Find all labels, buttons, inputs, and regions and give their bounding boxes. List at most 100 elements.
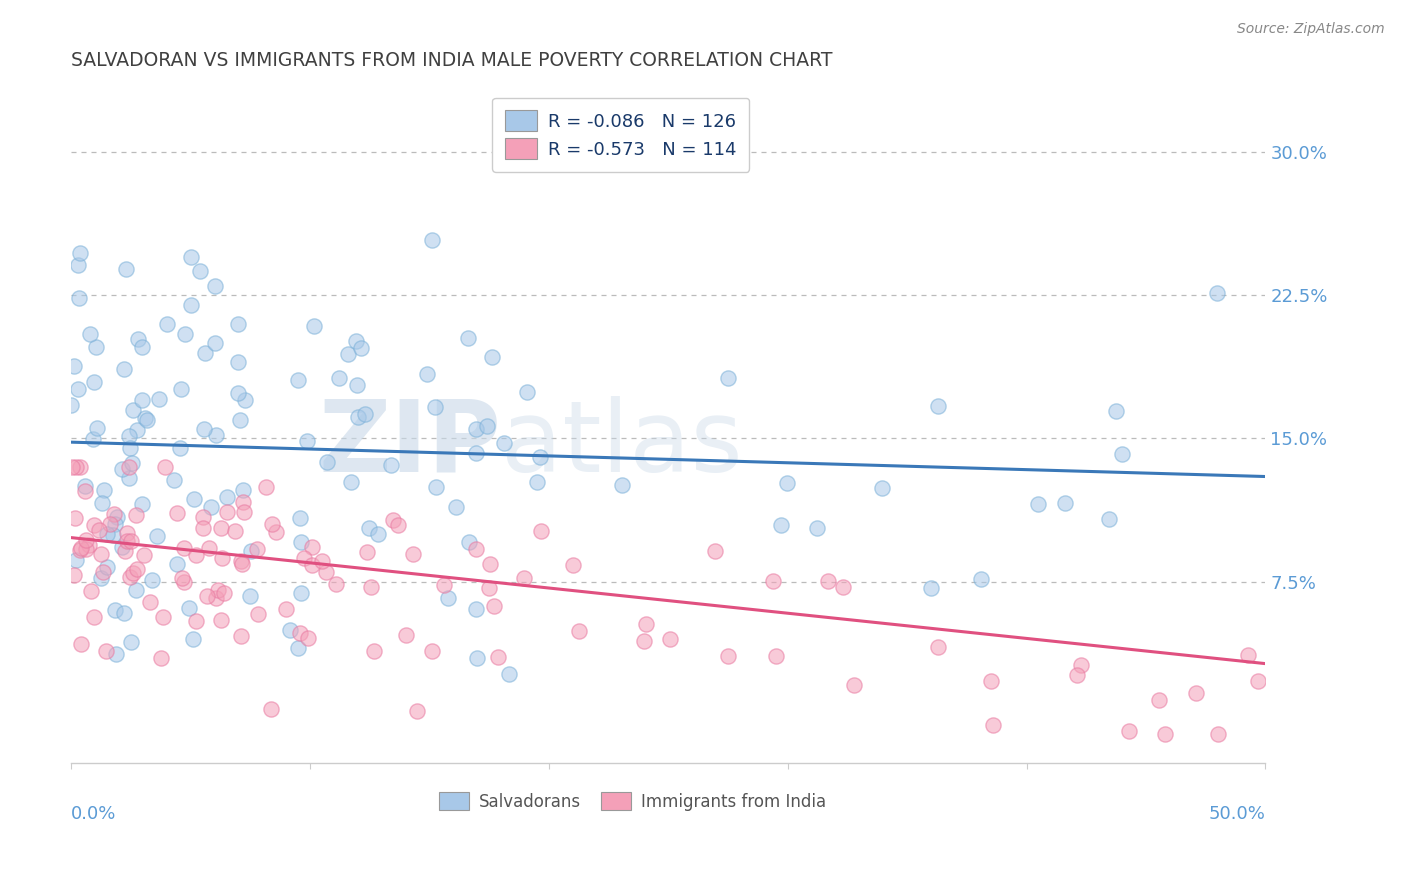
Point [83,375,105,389]
Point [224,524,246,539]
Point [1247,673,1270,688]
Point [96,527,118,541]
Point [127,332,149,346]
Point [831,580,853,594]
Point [69,637,91,651]
Point [62,359,84,373]
Point [62,568,84,582]
Point [920,581,942,595]
Point [170,382,193,396]
Point [75,533,97,548]
Point [188,264,211,278]
Point [262,517,284,532]
Point [166,506,188,520]
Point [111,462,134,476]
Point [1206,727,1229,741]
Point [121,456,143,470]
Point [104,516,127,531]
Point [477,419,499,434]
Point [122,403,145,417]
Text: Source: ZipAtlas.com: Source: ZipAtlas.com [1237,22,1385,37]
Point [233,392,256,407]
Point [212,586,235,600]
Point [464,446,486,460]
Point [844,678,866,692]
Point [131,392,153,407]
Point [633,634,655,648]
Text: atlas: atlas [501,396,742,493]
Point [302,318,325,333]
Point [231,557,253,571]
Text: 0.0%: 0.0% [72,805,117,823]
Point [173,575,195,590]
Point [402,547,425,561]
Point [79,537,101,551]
Point [415,367,437,381]
Point [610,478,633,492]
Point [1070,658,1092,673]
Point [494,435,516,450]
Point [467,651,489,665]
Point [209,520,232,534]
Point [131,497,153,511]
Point [172,571,194,585]
Point [526,475,548,489]
Text: ZIP: ZIP [318,396,501,493]
Point [67,382,90,396]
Point [425,480,447,494]
Point [193,422,215,436]
Point [436,591,458,605]
Point [297,632,319,646]
Point [346,377,368,392]
Point [316,455,339,469]
Point [180,250,202,264]
Point [118,570,141,584]
Point [127,423,149,437]
Point [1149,693,1171,707]
Point [118,460,141,475]
Point [350,341,373,355]
Point [91,496,114,510]
Point [194,345,217,359]
Point [169,441,191,455]
Point [101,528,124,542]
Point [561,558,583,573]
Point [425,400,447,414]
Point [658,632,681,646]
Point [1066,668,1088,682]
Point [120,534,142,549]
Point [83,609,105,624]
Point [529,450,551,464]
Point [226,386,249,401]
Point [395,627,418,641]
Point [927,640,949,654]
Point [69,543,91,558]
Point [315,565,337,579]
Point [63,511,86,525]
Point [93,483,115,497]
Point [183,491,205,506]
Point [325,577,347,591]
Point [1054,496,1077,510]
Point [184,615,207,629]
Point [82,432,104,446]
Point [125,508,148,522]
Point [290,535,312,549]
Point [817,574,839,588]
Point [246,542,269,557]
Point [353,408,375,422]
Point [211,551,233,566]
Point [60,460,83,475]
Point [90,547,112,561]
Point [360,580,382,594]
Point [84,340,107,354]
Point [980,674,1002,689]
Point [228,413,250,427]
Point [96,644,118,658]
Point [568,624,591,638]
Point [149,651,172,665]
Point [328,370,350,384]
Point [96,559,118,574]
Point [118,471,141,485]
Point [870,481,893,495]
